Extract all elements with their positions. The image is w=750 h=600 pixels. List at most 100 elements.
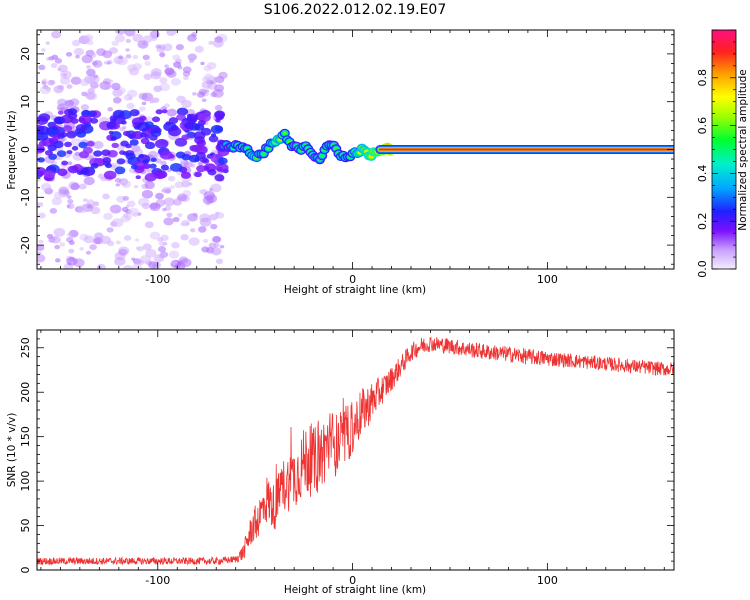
spectrogram-noise-blob <box>77 204 89 214</box>
spectrogram-band-blob <box>116 158 126 165</box>
spectrogram-noise-blob <box>81 54 93 64</box>
spectrogram-noise-blob <box>85 250 91 255</box>
spectrogram-noise-blob <box>82 198 88 202</box>
spectrogram-noise-blob <box>65 99 75 107</box>
spectrogram-noise-blob <box>132 33 144 43</box>
spectrogram-noise-blob <box>90 81 96 86</box>
spectrogram-noise-blob <box>41 48 46 52</box>
spectrogram-noise-blob <box>122 195 129 201</box>
spectrogram-noise-blob <box>157 237 164 243</box>
spectrogram-noise-blob <box>180 234 189 241</box>
spectrogram-band-blob <box>67 165 79 174</box>
spectrogram-noise-blob <box>114 34 125 43</box>
spectrogram-band-blob <box>135 175 141 180</box>
spectrogram-noise-blob <box>115 209 121 213</box>
spectrogram-noise-blob <box>199 217 212 227</box>
spectrogram-noise-blob <box>163 217 174 226</box>
spectrogram-noise-blob <box>67 199 74 204</box>
spectrogram-band-blob <box>174 137 188 147</box>
spectrogram-noise-blob <box>211 247 222 256</box>
spectrogram-band-blob <box>106 121 117 129</box>
spectrogram-noise-blob <box>57 98 67 107</box>
spectrogram-noise-blob <box>141 202 151 210</box>
spectrogram-band-blob <box>191 144 203 153</box>
spectrogram-noise-blob <box>210 91 218 98</box>
spectrogram-band-blob <box>159 150 173 160</box>
spectrogram-band-blob <box>57 133 65 139</box>
spectrogram-band-blob <box>57 168 68 176</box>
spectrogram-noise-blob <box>172 54 181 61</box>
spectrogram-noise-blob <box>194 45 204 53</box>
spectrogram-noise-blob <box>51 236 61 244</box>
spectrogram-noise-blob <box>42 78 48 83</box>
spectrogram-noise-blob <box>38 64 46 71</box>
spectrogram-band-blob <box>76 130 87 138</box>
spectrogram-noise-blob <box>197 161 204 166</box>
spectrogram-noise-blob <box>149 202 161 212</box>
spectrogram-band-blob <box>110 136 117 141</box>
spectrogram-noise-blob <box>57 84 65 90</box>
spectrogram-band-blob <box>215 163 229 173</box>
spectrogram-noise-blob <box>80 104 90 111</box>
spectrogram-noise-blob <box>54 58 63 64</box>
spectrogram-band-blob <box>210 133 217 137</box>
y-tick-label: 0 <box>19 567 32 574</box>
spectrogram-band-blob <box>66 150 73 155</box>
spectrogram-noise-blob <box>205 194 218 204</box>
spectrogram-noise-blob <box>106 227 114 233</box>
spectrogram-band-blob <box>168 126 182 137</box>
spectrogram-noise-blob <box>50 62 58 69</box>
snr-panel: -100 0 100 0 50 100 150 200 250 Height of straig… <box>6 329 675 596</box>
spectrogram-noise-blob <box>175 44 184 51</box>
spectrogram-noise-blob <box>153 85 162 93</box>
spectrogram-noise-blob <box>102 50 113 59</box>
spectrogram-noise-blob <box>185 222 190 226</box>
spectrogram-noise-blob <box>114 257 126 266</box>
spectrogram-band-blob <box>199 156 208 163</box>
spectrogram-band-blob <box>93 150 103 157</box>
spectrogram-noise-blob <box>107 107 113 112</box>
spectrogram-signal-blob <box>282 132 287 135</box>
spectrogram-noise-blob <box>79 247 84 251</box>
spectrogram-noise-blob <box>192 92 197 96</box>
spectrogram-band-blob <box>38 113 51 122</box>
spectrogram-band-blob <box>155 109 163 115</box>
spectrogram-frame <box>36 29 675 270</box>
spectrogram-band-blob <box>104 163 112 169</box>
y-tick-label: 50 <box>19 519 32 533</box>
spectrogram-noise-blob <box>208 40 214 45</box>
spectrogram-noise-blob <box>124 30 136 37</box>
spectrogram-band-blob <box>129 109 140 117</box>
spectrogram-noise-blob <box>151 37 157 42</box>
spectrogram-noise-blob <box>172 216 180 223</box>
spectrogram-band-blob <box>122 130 131 137</box>
spectrogram-noise-blob <box>60 70 72 80</box>
spectrogram-noise-blob <box>58 64 68 73</box>
spectrogram-band-blob <box>208 135 219 143</box>
spectrogram-noise-blob <box>202 76 210 83</box>
spectrogram-noise-blob <box>92 201 100 207</box>
spectrogram-noise-blob <box>97 173 105 179</box>
spectrogram-band-blob <box>184 122 195 130</box>
spectrogram-noise-blob <box>111 40 119 47</box>
spectrogram-noise-blob <box>174 181 184 189</box>
spectrogram-noise-blob <box>189 38 194 42</box>
spectrogram-noise-blob <box>180 160 189 167</box>
spectrogram-noise-blob <box>111 218 124 228</box>
spectrogram-noise-blob <box>93 74 99 79</box>
spectrogram-band-blob <box>197 112 211 123</box>
spectrogram-noise-blob <box>155 44 161 49</box>
spectrogram-noise-blob <box>78 183 87 190</box>
spectrogram-noise-blob <box>66 84 73 89</box>
spectrogram-noise-blob <box>155 192 164 200</box>
colorbar-tick-label: 0.0 <box>696 260 709 278</box>
colorbar-ticks: 0.0 0.2 0.4 0.6 0.8 <box>696 29 736 278</box>
spectrogram-noise-blob <box>137 260 144 266</box>
spectrogram-noise-blob <box>214 104 223 111</box>
spectrogram-noise-blob <box>180 222 185 227</box>
spectrogram-noise-blob <box>177 193 188 202</box>
spectrogram-noise-blob <box>115 183 120 187</box>
spectrogram-noise-blob <box>159 82 171 92</box>
spectrogram-noise-blob <box>164 64 169 69</box>
